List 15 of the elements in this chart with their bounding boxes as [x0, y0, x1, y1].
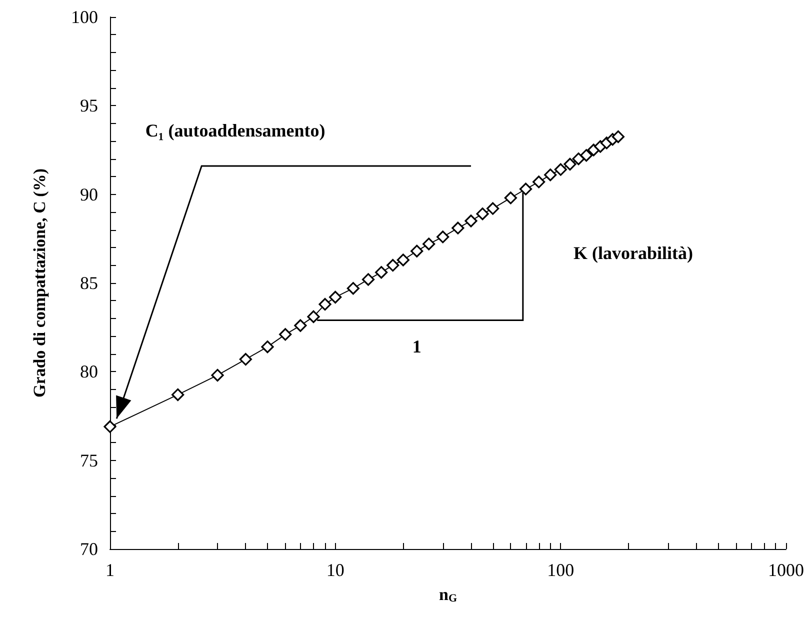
annotation: K (lavorabilità) [574, 242, 694, 263]
y-tick-label: 95 [80, 96, 98, 116]
annotation: 1 [412, 336, 422, 357]
x-tick-label: 1000 [768, 560, 804, 580]
x-tick-label: 100 [547, 560, 574, 580]
y-tick-label: 90 [80, 184, 98, 204]
y-tick-label: 70 [80, 539, 98, 559]
annotation: C₁ (autoaddensamento) [145, 120, 326, 140]
y-tick-label: 85 [80, 273, 98, 293]
y-axis-title: Grado di compattazione, C (%) [30, 168, 49, 398]
y-tick-label: 100 [71, 7, 98, 27]
y-tick-label: 75 [80, 450, 98, 470]
y-tick-label: 80 [80, 362, 98, 382]
x-tick-label: 1 [106, 560, 114, 580]
x-tick-label: 10 [326, 560, 344, 580]
